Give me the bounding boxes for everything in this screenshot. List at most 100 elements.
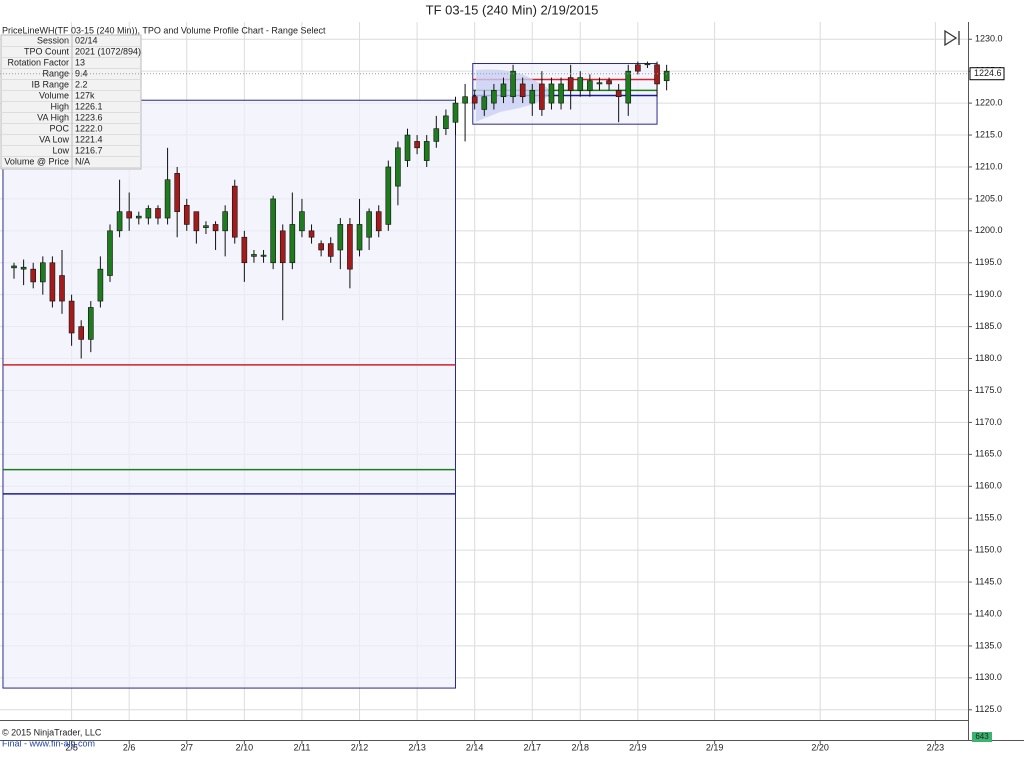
candle-body [347, 224, 353, 270]
candle-body [414, 141, 420, 149]
info-key: Range [42, 68, 69, 78]
info-value: 02/14 [75, 35, 98, 45]
candle-body [203, 225, 209, 228]
y-tick-label: 1125.0 [975, 704, 1002, 714]
candle-body [404, 134, 411, 161]
chart-subtitle: PriceLineWH(TF 03-15 (240 Min)), TPO and… [2, 25, 326, 35]
info-value: 127k [75, 90, 95, 100]
chart-title: TF 03-15 (240 Min) 2/19/2015 [426, 2, 599, 17]
candle-body [68, 300, 75, 334]
y-tick-label: 1215.0 [975, 129, 1003, 139]
candle-body [519, 83, 526, 98]
copyright: © 2015 NinjaTrader, LLC [2, 727, 102, 737]
candle-body [654, 64, 660, 85]
candle-body [635, 64, 641, 72]
x-tick-label: 2/18 [571, 742, 589, 752]
info-table: Session 02/14 TPO Count 2021 (1072/894) Rota… [0, 34, 142, 170]
info-key: VA Low [39, 134, 69, 144]
candle-body [155, 208, 161, 219]
info-key: Rotation Factor [7, 57, 69, 67]
y-tick-label: 1210.0 [975, 161, 1003, 171]
x-tick-label: 2/13 [408, 742, 426, 752]
y-tick-label: 1150.0 [975, 545, 1002, 555]
x-tick-label: 2/11 [294, 742, 311, 752]
source: Final - www.fin-alg.com [2, 738, 95, 748]
info-value: 1222.0 [75, 123, 103, 133]
candle-body [126, 211, 132, 219]
y-tick-label: 1205.0 [975, 193, 1003, 203]
candle-body [625, 70, 632, 104]
x-tick-label: 2/23 [927, 742, 945, 752]
candle-body [366, 211, 372, 238]
info-key: High [50, 101, 69, 111]
candle-body [510, 70, 516, 98]
candle-body [40, 262, 46, 283]
candle-body [375, 211, 382, 232]
candle-body [481, 96, 488, 110]
candle-body [491, 90, 497, 104]
x-tick-label: 2/19 [706, 742, 724, 752]
candle-body [452, 102, 459, 123]
y-tick-label: 1230.0 [975, 34, 1003, 44]
candle-body [135, 215, 142, 219]
info-value: N/A [75, 156, 90, 166]
candle-body [462, 96, 468, 104]
info-key: Volume [39, 90, 69, 100]
last-price-box [969, 67, 1005, 81]
candle-body [241, 236, 248, 264]
candle-body [97, 268, 104, 302]
y-tick-label: 1145.0 [975, 576, 1002, 586]
candle-body [318, 243, 324, 251]
info-value: 1223.6 [75, 112, 103, 122]
info-value: 2021 (1072/894) [75, 46, 141, 56]
y-tick-label: 1140.0 [975, 608, 1002, 618]
candle-body [30, 268, 37, 283]
candle-body [587, 80, 593, 91]
y-tick-label: 1180.0 [975, 353, 1002, 363]
candle-body [433, 128, 440, 142]
info-value: 1216.7 [75, 145, 103, 155]
candle-body [337, 224, 344, 251]
y-tick-label: 1200.0 [975, 225, 1003, 235]
candle-body [212, 224, 219, 232]
candle-body [183, 204, 190, 225]
candle-body [327, 243, 334, 257]
candle-body [270, 198, 276, 264]
candle-body [567, 77, 574, 91]
candle-body [289, 224, 296, 264]
candle-body [193, 211, 200, 232]
info-key: Session [37, 35, 69, 45]
x-tick-label: 2/12 [351, 742, 369, 752]
info-key: IB Range [31, 79, 69, 89]
y-tick-label: 1135.0 [975, 640, 1002, 650]
x-tick-label: 2/6 [123, 742, 136, 752]
candle-body [443, 115, 449, 129]
y-tick-label: 1155.0 [975, 513, 1002, 523]
volume-badge [972, 732, 992, 742]
scroll-end-button[interactable] [944, 29, 960, 47]
x-tick-label: 2/14 [466, 742, 484, 752]
x-tick-label: 2/10 [236, 742, 254, 752]
candle-body [606, 80, 612, 85]
info-key: Low [52, 145, 69, 155]
candle-body [116, 211, 123, 232]
range-box [2, 99, 456, 689]
candle-body [260, 254, 267, 257]
y-tick-label: 1130.0 [975, 672, 1002, 682]
y-tick-label: 1160.0 [975, 481, 1002, 491]
y-tick-label: 1190.0 [975, 289, 1002, 299]
candle-body [395, 147, 401, 187]
info-key: TPO Count [24, 46, 70, 56]
volume-label: 643 [975, 732, 989, 741]
candle-body [145, 208, 152, 219]
candle-body [615, 90, 622, 98]
y-tick-label: 1170.0 [975, 417, 1002, 427]
x-tick-label: 2/20 [811, 742, 829, 752]
candle-body [423, 141, 430, 161]
candle-body [279, 230, 286, 264]
y-tick-label: 1195.0 [975, 257, 1002, 267]
candle-body [20, 266, 27, 270]
x-tick-label: 2/7 [181, 742, 194, 752]
candle-body [174, 173, 180, 212]
